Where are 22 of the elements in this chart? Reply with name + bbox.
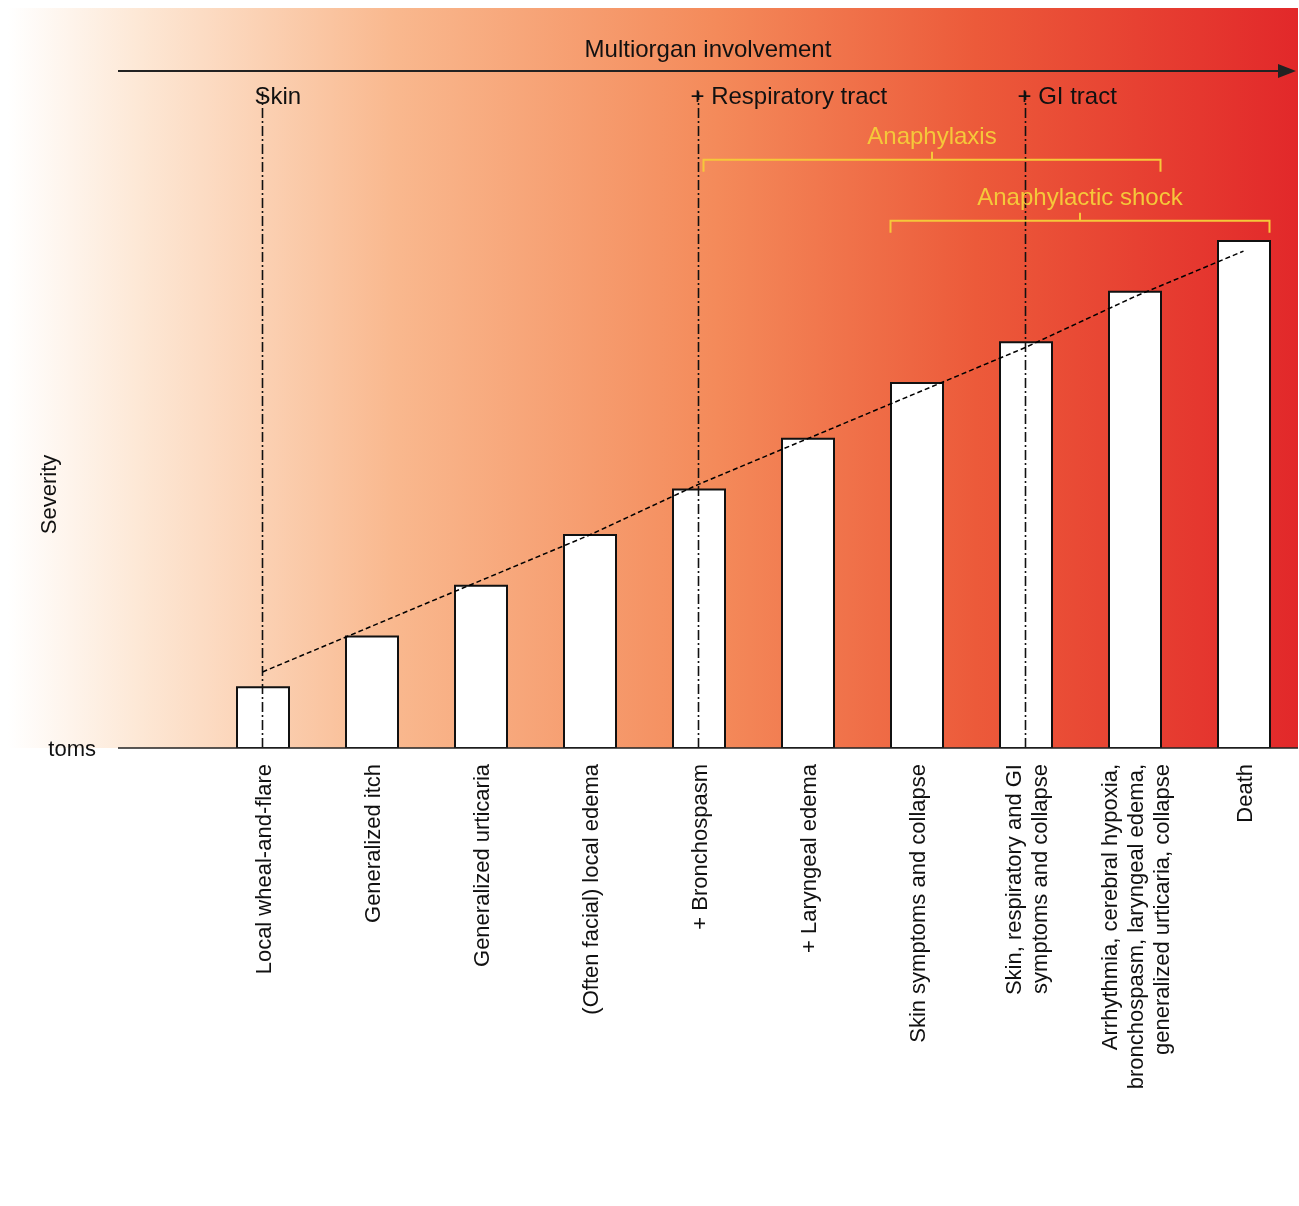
y-axis-title: Severity: [36, 454, 61, 535]
x-tick-label: (Often facial) local edema: [577, 763, 603, 1015]
x-tick-label: + Laryngeal edema: [795, 763, 821, 953]
text: Anaphylactic shock: [977, 182, 1184, 210]
x-tick-label: Death: [1231, 764, 1257, 823]
x-tick-label: Generalized itch: [359, 764, 385, 923]
x-tick-label: Generalized urticaria: [468, 763, 494, 967]
x-tick-label: Skin, respiratory and GI symptoms and collapse: [1000, 764, 1052, 996]
text: Anaphylaxis: [867, 121, 997, 149]
text: toms: [48, 736, 96, 761]
x-tick-label: Skin symptoms and collapse: [904, 764, 930, 1043]
bar: [345, 635, 399, 748]
chart-title: Multiorgan involvement: [584, 35, 832, 63]
ref-line-label: Skin: [254, 82, 302, 110]
bar: [890, 381, 944, 748]
bar: [454, 584, 508, 748]
bar: [1217, 239, 1271, 748]
x-tick-label: Local wheal-and-flare: [250, 764, 276, 975]
bar: [1108, 290, 1162, 748]
bar: [563, 534, 617, 748]
bar: [781, 437, 835, 748]
x-tick-label: + Bronchospasm: [686, 764, 712, 930]
